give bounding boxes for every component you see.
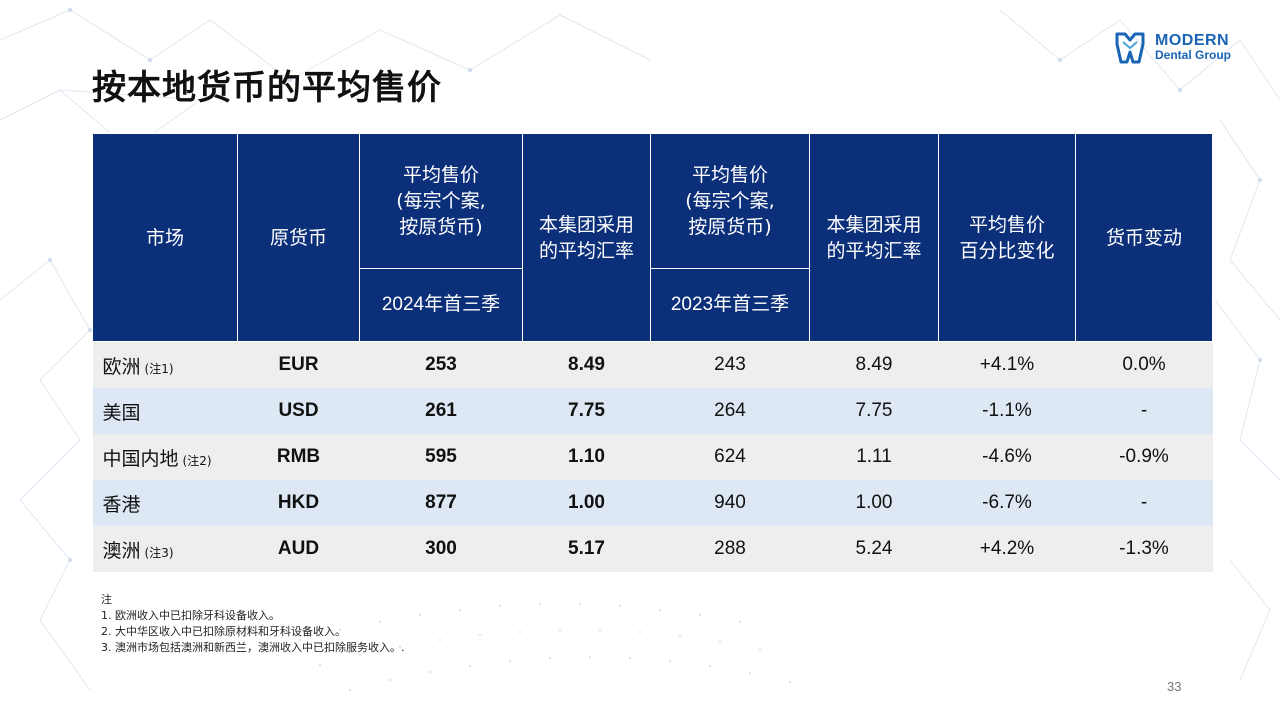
cell-asp-2024: 261 [359, 388, 523, 434]
cell-market: 澳洲 (注3) [92, 526, 238, 572]
market-name: 欧洲 [102, 355, 141, 378]
header-fx-change: 货币变动 [1075, 133, 1213, 342]
cell-fx-2024: 8.49 [522, 341, 651, 388]
cell-fx-2024: 1.00 [522, 480, 651, 526]
cell-market: 中国内地 (注2) [92, 434, 238, 480]
cell-currency: AUD [237, 526, 360, 572]
market-name: 香港 [102, 493, 141, 516]
cell-asp-2024: 253 [359, 341, 523, 388]
table-row: 欧洲 (注1) EUR 253 8.49 243 8.49 +4.1% 0.0% [92, 341, 1213, 388]
cell-asp-2023: 243 [650, 341, 810, 388]
header-market: 市场 [92, 133, 238, 342]
header-fx-2024-line2: 的平均汇率 [538, 239, 634, 262]
table-row: 香港 HKD 877 1.00 940 1.00 -6.7% - [92, 480, 1213, 526]
asp-table: 市场 原货币 平均售价 (每宗个案, 按原货币) 本集团采用 的平均汇率 平均售… [92, 133, 1213, 572]
cell-fx-2023: 1.11 [809, 434, 939, 480]
cell-currency: EUR [237, 341, 360, 388]
market-name: 美国 [102, 401, 141, 424]
cell-fx-change: 0.0% [1075, 341, 1213, 388]
page-number: 33 [1167, 679, 1182, 694]
header-asp-2024-line2: (每宗个案, [396, 190, 486, 212]
header-asp-2024-line3: 按原货币) [399, 216, 483, 238]
cell-asp-2023: 940 [650, 480, 810, 526]
header-asp-change-line2: 百分比变化 [959, 239, 1055, 262]
cell-asp-2023: 624 [650, 434, 810, 480]
market-note: (注1) [144, 361, 174, 376]
header-fx-2024-line1: 本集团采用 [538, 213, 634, 236]
tooth-logo-icon [1115, 32, 1145, 64]
cell-asp-change: -1.1% [938, 388, 1076, 434]
cell-market: 欧洲 (注1) [92, 341, 238, 388]
header-fx-2023-line2: 的平均汇率 [826, 239, 922, 262]
cell-fx-2023: 8.49 [809, 341, 939, 388]
footnote-item: 2. 大中华区收入中已扣除原材料和牙科设备收入。 [101, 625, 346, 638]
table-row: 澳洲 (注3) AUD 300 5.17 288 5.24 +4.2% -1.3% [92, 526, 1213, 572]
cell-market: 香港 [92, 480, 238, 526]
header-asp-change-line1: 平均售价 [968, 213, 1045, 236]
header-fx-2024: 本集团采用 的平均汇率 [522, 133, 651, 342]
header-fx-2023: 本集团采用 的平均汇率 [809, 133, 939, 342]
header-period-2024: 2024年首三季 [359, 268, 523, 342]
cell-fx-change: -1.3% [1075, 526, 1213, 572]
footnotes: 注 1. 欧洲收入中已扣除牙科设备收入。 2. 大中华区收入中已扣除原材料和牙科… [101, 592, 405, 656]
cell-fx-2024: 1.10 [522, 434, 651, 480]
header-asp-2024-line1: 平均售价 [402, 164, 479, 186]
cell-fx-2023: 5.24 [809, 526, 939, 572]
footnote-item: 1. 欧洲收入中已扣除牙科设备收入。 [101, 609, 280, 622]
market-name: 中国内地 [102, 447, 179, 470]
header-fx-2023-line1: 本集团采用 [826, 213, 922, 236]
cell-asp-2024: 595 [359, 434, 523, 480]
table-row: 中国内地 (注2) RMB 595 1.10 624 1.11 -4.6% -0.… [92, 434, 1213, 480]
header-period-2023: 2023年首三季 [650, 268, 810, 342]
cell-currency: HKD [237, 480, 360, 526]
market-note: (注2) [182, 453, 212, 468]
header-asp-2023-line1: 平均售价 [691, 164, 768, 186]
cell-currency: USD [237, 388, 360, 434]
cell-fx-change: - [1075, 480, 1213, 526]
market-note: (注3) [144, 545, 174, 560]
footnotes-heading: 注 [101, 593, 112, 606]
header-asp-change: 平均售价 百分比变化 [938, 133, 1076, 342]
logo-line2: Dental Group [1155, 48, 1232, 62]
cell-asp-change: -4.6% [938, 434, 1076, 480]
page-title: 按本地货币的平均售价 [92, 68, 442, 108]
company-logo: MODERN Dental Group [1113, 30, 1231, 66]
cell-fx-2023: 1.00 [809, 480, 939, 526]
header-asp-2023-line2: (每宗个案, [685, 190, 775, 212]
cell-fx-change: -0.9% [1075, 434, 1213, 480]
cell-asp-change: +4.2% [938, 526, 1076, 572]
footnote-item: 3. 澳洲市场包括澳洲和新西兰，澳洲收入中已扣除服务收入。. [101, 641, 405, 654]
market-name: 澳洲 [102, 539, 141, 562]
logo-line1: MODERN [1155, 32, 1230, 49]
cell-asp-2023: 288 [650, 526, 810, 572]
cell-fx-2024: 5.17 [522, 526, 651, 572]
table-row: 美国 USD 261 7.75 264 7.75 -1.1% - [92, 388, 1213, 434]
cell-fx-change: - [1075, 388, 1213, 434]
cell-market: 美国 [92, 388, 238, 434]
header-asp-2023: 平均售价 (每宗个案, 按原货币) [650, 133, 810, 269]
cell-asp-change: +4.1% [938, 341, 1076, 388]
cell-fx-2024: 7.75 [522, 388, 651, 434]
header-asp-2024: 平均售价 (每宗个案, 按原货币) [359, 133, 523, 269]
header-asp-2023-line3: 按原货币) [688, 216, 772, 238]
cell-fx-2023: 7.75 [809, 388, 939, 434]
cell-asp-2024: 300 [359, 526, 523, 572]
cell-asp-2023: 264 [650, 388, 810, 434]
cell-asp-change: -6.7% [938, 480, 1076, 526]
cell-asp-2024: 877 [359, 480, 523, 526]
cell-currency: RMB [237, 434, 360, 480]
header-currency: 原货币 [237, 133, 360, 342]
